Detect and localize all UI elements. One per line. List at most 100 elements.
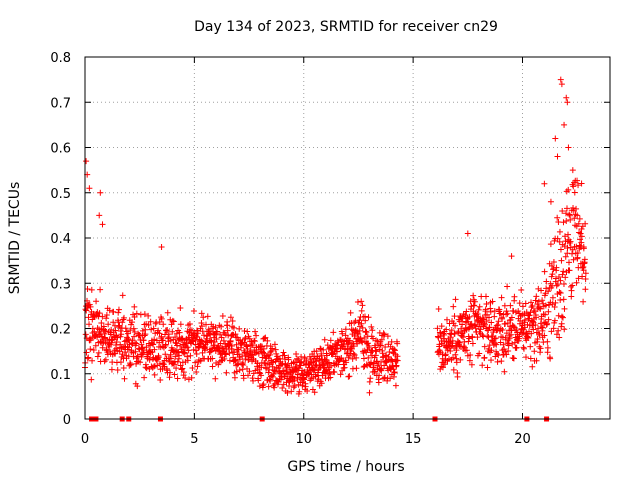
data-point [487, 305, 494, 312]
data-point [557, 277, 564, 284]
data-point [97, 189, 104, 196]
data-point [359, 324, 366, 331]
data-point [558, 323, 565, 330]
data-point [520, 345, 527, 352]
data-point [503, 308, 510, 315]
data-point [394, 357, 401, 364]
data-point [471, 302, 478, 309]
data-point [353, 365, 360, 372]
data-point [259, 384, 266, 391]
data-point [86, 185, 93, 192]
data-point [452, 296, 459, 303]
data-point [90, 347, 97, 354]
data-point [471, 322, 478, 329]
data-point [150, 363, 157, 370]
data-point [366, 389, 373, 396]
data-point [83, 158, 90, 165]
data-point [131, 303, 138, 310]
data-point [140, 337, 147, 344]
data-point [454, 373, 461, 380]
data-point [561, 305, 568, 312]
data-point [125, 330, 132, 337]
data-point [334, 348, 341, 355]
data-point [531, 348, 538, 355]
data-point [516, 300, 523, 307]
data-point [231, 374, 238, 381]
data-point [483, 301, 490, 308]
data-point [344, 346, 351, 353]
data-point [516, 333, 523, 340]
data-point [547, 355, 554, 362]
data-point [320, 346, 327, 353]
data-point [221, 355, 228, 362]
data-point [151, 336, 158, 343]
data-point [563, 94, 570, 101]
data-point [561, 326, 568, 333]
data-point [131, 333, 138, 340]
data-point [559, 314, 566, 321]
data-point [120, 314, 127, 321]
data-point [506, 335, 513, 342]
data-point [169, 328, 176, 335]
data-point [269, 345, 276, 352]
data-point [545, 308, 552, 315]
data-point [272, 346, 279, 353]
data-point [198, 337, 205, 344]
data-point [542, 311, 549, 318]
data-point [365, 314, 372, 321]
data-point [555, 312, 562, 319]
data-point [357, 337, 364, 344]
data-point [127, 327, 134, 334]
data-point [504, 283, 511, 290]
x-tick-label: 5 [190, 432, 198, 447]
data-point [363, 329, 370, 336]
data-point [497, 310, 504, 317]
data-point [174, 375, 181, 382]
data-point [453, 355, 460, 362]
data-point [525, 335, 532, 342]
data-point [458, 325, 465, 332]
data-point [377, 366, 384, 373]
data-point [193, 368, 200, 375]
data-point [193, 351, 200, 358]
data-point [561, 121, 568, 128]
data-point [552, 135, 559, 142]
data-point [236, 367, 243, 374]
data-point [279, 360, 286, 367]
data-point [451, 313, 458, 320]
data-point [499, 315, 506, 322]
data-point [550, 258, 557, 265]
data-point [136, 332, 143, 339]
data-point [186, 336, 193, 343]
data-point [555, 327, 562, 334]
data-point [382, 343, 389, 350]
data-point [505, 348, 512, 355]
data-point [570, 256, 577, 263]
data-point [455, 339, 462, 346]
data-point [291, 382, 298, 389]
data-point [317, 345, 324, 352]
data-point [326, 369, 333, 376]
data-point [491, 308, 498, 315]
data-point [253, 332, 260, 339]
data-point [565, 231, 571, 238]
data-point [185, 347, 192, 354]
data-point [551, 303, 558, 310]
data-point [251, 337, 258, 344]
data-point [446, 355, 453, 362]
data-point [122, 325, 129, 332]
data-point [494, 350, 501, 357]
data-point [245, 356, 252, 363]
data-point [438, 323, 445, 330]
y-tick-label: 0.2 [50, 323, 71, 338]
data-point [566, 211, 573, 218]
data-point [455, 329, 462, 336]
data-point [108, 339, 115, 346]
data-point [574, 249, 581, 256]
data-point [443, 316, 450, 323]
data-point [184, 344, 191, 351]
data-point [137, 359, 144, 366]
data-point [177, 321, 184, 328]
data-point [435, 305, 442, 312]
data-point [112, 350, 119, 357]
